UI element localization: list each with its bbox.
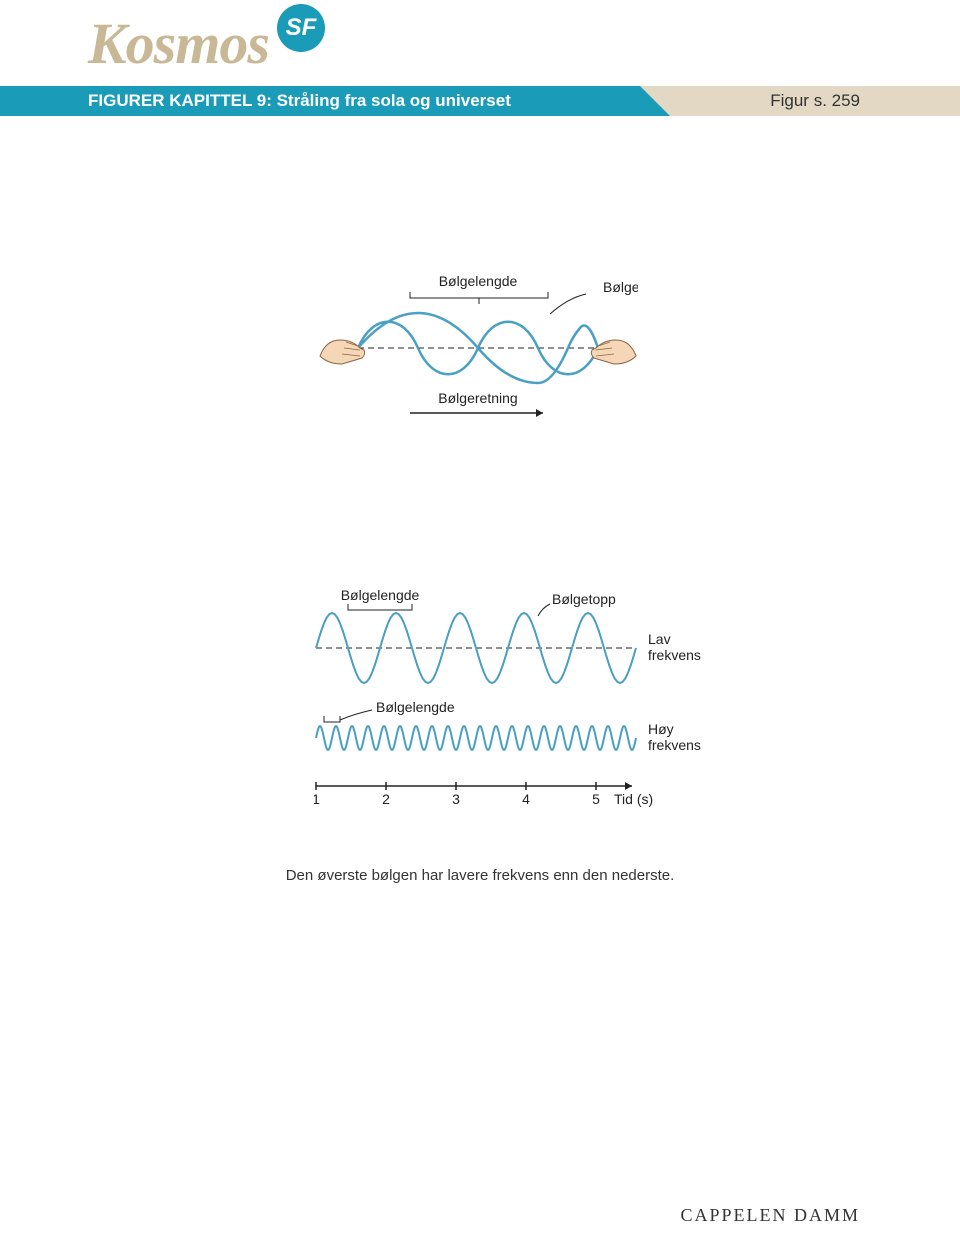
high-freq-label-2: frekvens: [648, 737, 701, 753]
logo-text: Kosmos: [88, 10, 269, 77]
high-wavelength-bracket: [324, 716, 340, 722]
axis-tick-label: 4: [522, 791, 530, 807]
axis-tick-label: 3: [452, 791, 460, 807]
frequency-comparison-diagram: Bølgelengde Bølgetopp Lav frekvens Bølge…: [314, 586, 704, 816]
header-bar: FIGURER KAPITTEL 9: Stråling fra sola og…: [0, 86, 960, 116]
low-wavelength-label: Bølgelengde: [341, 587, 420, 603]
low-freq-label-2: frekvens: [648, 647, 701, 663]
time-axis-label: Tid (s): [614, 791, 653, 807]
right-hand-icon: [591, 340, 636, 364]
low-crest-label: Bølgetopp: [552, 591, 616, 607]
low-crest-pointer: [538, 604, 550, 616]
high-freq-wave: [316, 726, 636, 750]
brand-logo: Kosmos SF: [88, 10, 325, 77]
axis-tick-label: 5: [592, 791, 600, 807]
chapter-label: FIGURER KAPITTEL 9: Stråling fra sola og…: [0, 86, 640, 116]
axis-tick-label: 1: [314, 791, 320, 807]
logo-badge-text: SF: [286, 14, 317, 42]
direction-label: Bølgeretning: [438, 390, 517, 406]
figure-caption: Den øverste bølgen har lavere frekvens e…: [0, 867, 960, 884]
low-wavelength-bracket: [348, 604, 412, 610]
logo-badge: SF: [277, 4, 325, 52]
direction-arrow-head: [536, 409, 543, 417]
crest-label: Bølgetopp: [603, 279, 638, 295]
publisher-logo: CAPPELEN DAMM: [680, 1205, 860, 1226]
wavelength-bracket: [410, 292, 548, 298]
high-wavelength-pointer: [340, 710, 372, 720]
axis-tick-label: 2: [382, 791, 390, 807]
high-freq-label-1: Høy: [648, 721, 674, 737]
wavelength-label: Bølgelengde: [439, 273, 518, 289]
high-wavelength-label: Bølgelengde: [376, 699, 455, 715]
left-hand-icon: [320, 340, 365, 364]
wave-rope-diagram: Bølgelengde Bølgetopp Bølgeretning: [318, 268, 638, 418]
time-axis-arrow: [625, 782, 632, 790]
page-label: Figur s. 259: [640, 86, 960, 116]
crest-pointer: [550, 294, 586, 314]
low-freq-label-1: Lav: [648, 631, 671, 647]
